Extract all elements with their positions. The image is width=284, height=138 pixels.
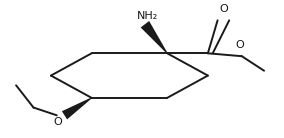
Text: O: O (219, 4, 228, 14)
Text: O: O (53, 117, 62, 127)
Polygon shape (141, 21, 168, 54)
Text: NH₂: NH₂ (137, 11, 158, 22)
Text: O: O (235, 40, 244, 50)
Polygon shape (62, 97, 92, 119)
